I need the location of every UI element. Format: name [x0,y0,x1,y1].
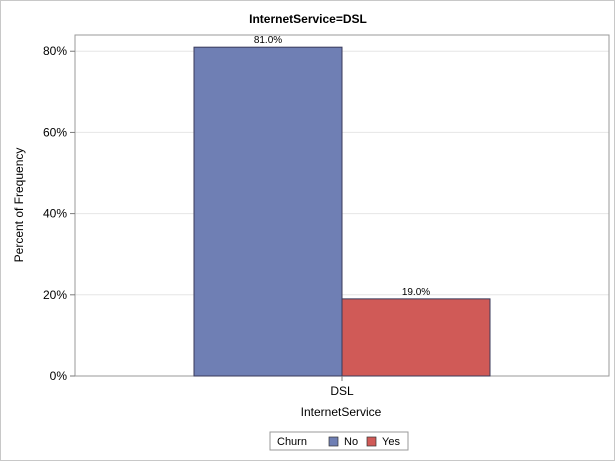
legend-swatch-no [328,436,339,447]
legend-label-no: No [344,436,358,448]
y-axis-label: Percent of Frequency [12,148,26,263]
x-tick-label: DSL [330,384,354,398]
legend: Churn No Yes [269,431,409,451]
x-axis-label: InternetService [301,405,382,419]
legend-title: Churn [277,436,307,448]
y-tick-label: 60% [43,125,67,139]
y-tick-label: 0% [50,369,68,383]
bar-no [193,46,343,377]
y-tick-label: 80% [43,44,67,58]
bars: 81.0% 19.0% [193,35,491,377]
y-axis-ticks: 0% 20% 40% 60% 80% [43,44,75,383]
y-tick-label: 40% [43,207,67,221]
data-label-yes: 19.0% [402,287,430,298]
bar-yes [341,298,491,377]
y-tick-label: 20% [43,288,67,302]
chart-title: InternetService=DSL [249,12,367,26]
x-axis-ticks: DSL [330,376,354,398]
legend-swatch-yes [366,436,377,447]
legend-label-yes: Yes [382,436,400,448]
data-label-no: 81.0% [254,35,282,46]
